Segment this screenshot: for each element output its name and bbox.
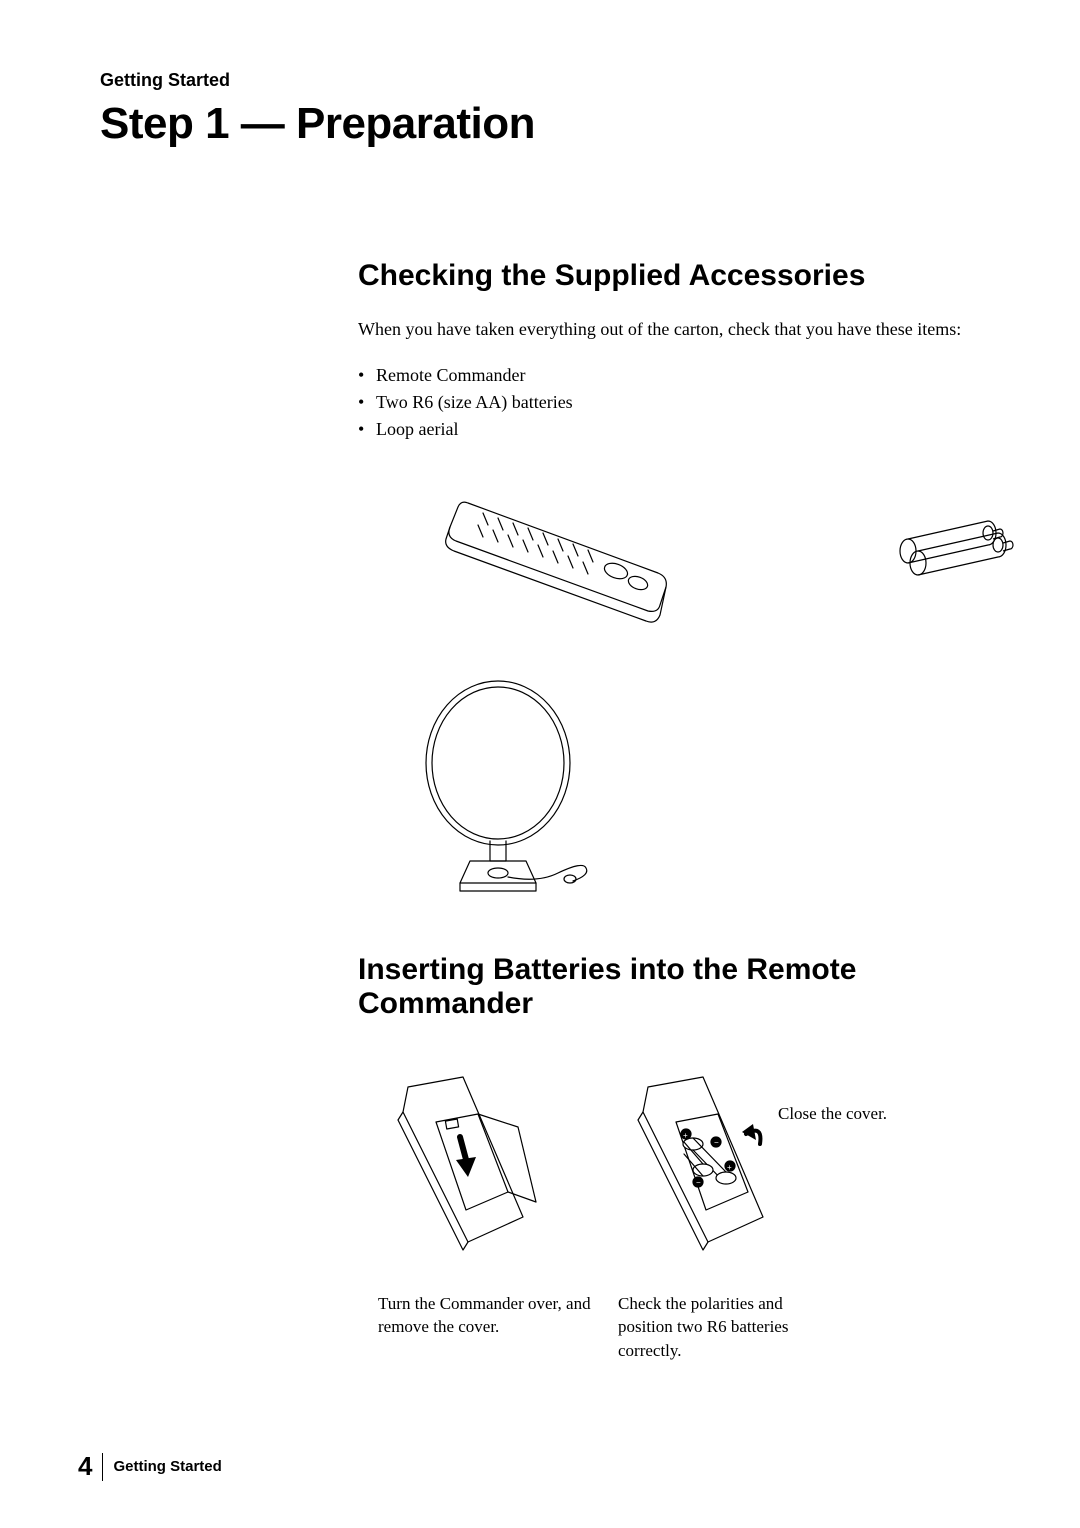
footer-section-label: Getting Started — [113, 1458, 221, 1475]
svg-text:−: − — [714, 1138, 719, 1147]
accessories-figure — [358, 483, 978, 903]
intro-paragraph: When you have taken everything out of th… — [358, 316, 978, 342]
page-number: 4 — [78, 1451, 92, 1482]
loop-aerial-icon — [408, 673, 608, 903]
svg-text:+: + — [727, 1163, 732, 1172]
list-item: Loop aerial — [358, 416, 978, 443]
caption-remove-cover: Turn the Commander over, and remove the … — [378, 1292, 598, 1340]
battery-insert-figure: + − + − Close the cover. Turn the Comman… — [358, 1072, 978, 1362]
heading-accessories: Checking the Supplied Accessories — [358, 259, 978, 294]
remove-cover-icon — [368, 1072, 558, 1272]
page-title: Step 1 — Preparation — [100, 99, 980, 149]
svg-text:+: + — [683, 1131, 688, 1140]
batteries-icon — [888, 513, 1018, 583]
list-item: Two R6 (size AA) batteries — [358, 389, 978, 416]
caption-close-cover: Close the cover. — [778, 1102, 938, 1126]
accessories-list: Remote Commander Two R6 (size AA) batter… — [358, 362, 978, 443]
footer-separator — [102, 1453, 103, 1481]
section-label: Getting Started — [100, 70, 980, 91]
insert-batteries-icon: + − + − — [608, 1072, 798, 1272]
list-item: Remote Commander — [358, 362, 978, 389]
svg-text:−: − — [696, 1178, 701, 1187]
caption-polarities: Check the polarities and position two R6… — [618, 1292, 838, 1363]
heading-batteries: Inserting Batteries into the Remote Comm… — [358, 953, 978, 1022]
remote-commander-icon — [428, 483, 688, 683]
page-footer: 4 Getting Started — [78, 1451, 222, 1482]
